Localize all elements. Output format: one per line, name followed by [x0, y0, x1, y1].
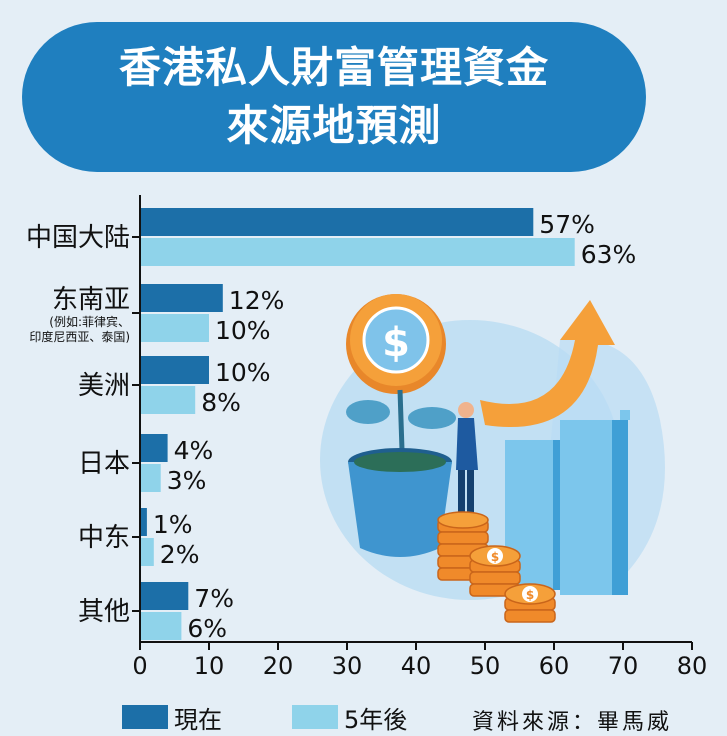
x-tick-label-40: 40: [401, 652, 432, 680]
x-tick-label-50: 50: [470, 652, 501, 680]
category-label-1: 东南亚: [52, 285, 130, 315]
data-label-current-4: 1%: [153, 510, 193, 539]
data-label-current-3: 4%: [174, 436, 214, 465]
x-tick-label-80: 80: [677, 652, 708, 680]
category-label-5: 其他: [78, 597, 130, 627]
bar-5yr-3: [140, 464, 161, 492]
data-label-current-1: 12%: [229, 286, 285, 315]
category-label-4: 中东: [78, 523, 130, 553]
bar-5yr-5: [140, 612, 182, 640]
bar-chart: $ $ $ 57%63%: [26, 195, 707, 680]
x-tick-label-30: 30: [332, 652, 363, 680]
legend-label-5yr: 5年後: [344, 705, 408, 734]
money-growth-illustration: $ $ $: [320, 294, 665, 623]
category-label-3: 日本: [78, 449, 130, 479]
bar-current-3: [140, 434, 168, 462]
svg-text:$: $: [491, 550, 499, 564]
bar-current-4: [140, 508, 147, 536]
chart-title-line2: 來源地預測: [226, 101, 442, 150]
bar-5yr-0: [140, 238, 575, 266]
data-label-5yr-0: 63%: [581, 240, 637, 269]
bar-current-0: [140, 208, 534, 236]
category-label-2: 美洲: [78, 371, 130, 401]
svg-text:$: $: [526, 588, 534, 602]
data-label-current-5: 7%: [194, 584, 234, 613]
data-label-5yr-4: 2%: [160, 540, 200, 569]
data-label-current-0: 57%: [539, 210, 595, 239]
legend-swatch-5yr: [292, 705, 338, 729]
bar-5yr-2: [140, 386, 196, 414]
bar-5yr-1: [140, 314, 209, 342]
x-tick-label-20: 20: [263, 652, 294, 680]
bar-5yr-4: [140, 538, 154, 566]
x-tick-label-0: 0: [132, 652, 147, 680]
category-note-line2: 印度尼西亚、泰国): [29, 329, 130, 344]
data-label-5yr-1: 10%: [215, 316, 271, 345]
source-note: 資料來源：畢馬威: [472, 710, 673, 735]
legend-swatch-current: [122, 705, 168, 729]
x-tick-label-10: 10: [194, 652, 225, 680]
legend-label-current: 現在: [174, 705, 222, 734]
category-label-0: 中国大陆: [26, 223, 130, 253]
chart-title-line1: 香港私人財富管理資金: [118, 43, 549, 92]
data-label-current-2: 10%: [215, 358, 271, 387]
legend: 現在 5年後: [122, 702, 477, 734]
title-banner: 香港私人財富管理資金 來源地預測: [22, 22, 646, 172]
category-note-line1: (例如:菲律宾、: [49, 314, 130, 329]
bar-current-5: [140, 582, 189, 610]
data-label-5yr-5: 6%: [187, 614, 227, 643]
svg-text:$: $: [382, 320, 410, 366]
bars-layer: 57%63%12%10%10%8%4%3%1%2%7%6%: [140, 208, 636, 643]
x-tick-label-60: 60: [539, 652, 570, 680]
data-label-5yr-3: 3%: [167, 466, 207, 495]
x-tick-label-70: 70: [608, 652, 639, 680]
bar-current-1: [140, 284, 223, 312]
bar-current-2: [140, 356, 209, 384]
data-label-5yr-2: 8%: [201, 388, 241, 417]
